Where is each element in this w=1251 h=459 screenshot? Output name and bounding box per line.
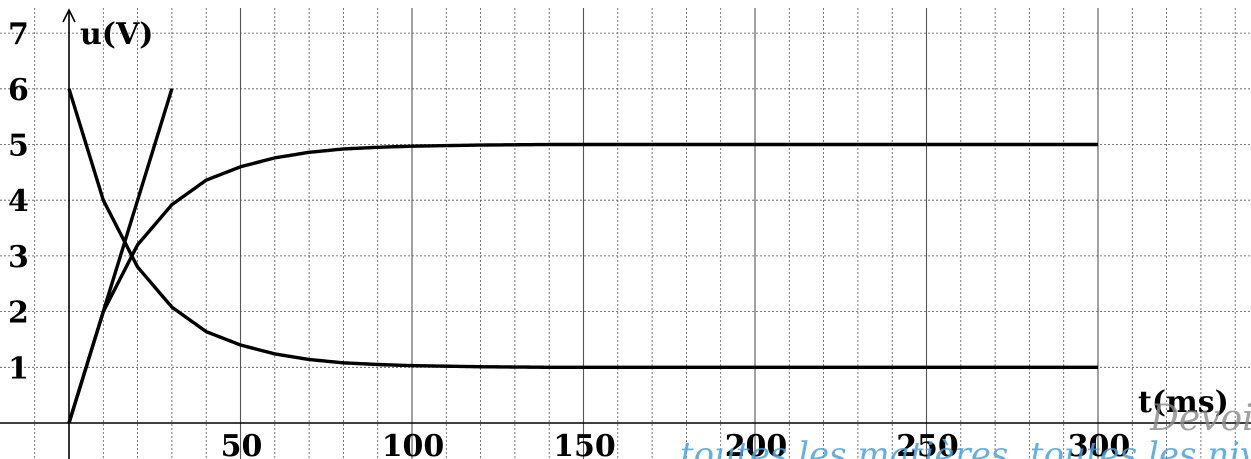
minor-grid <box>0 8 1251 459</box>
x-axis-label: t(ms) <box>1138 385 1229 420</box>
watermark-line1: Devoi <box>1149 398 1251 439</box>
y-axis-arrow <box>62 8 76 23</box>
x-tick-label: 250 <box>896 429 959 459</box>
y-tick-label: 4 <box>8 184 29 219</box>
series-group <box>67 88 1098 424</box>
y-tick-label: 1 <box>8 351 29 386</box>
series-line-2 <box>67 88 1098 369</box>
major-grid <box>239 8 1099 459</box>
y-tick-label: 7 <box>8 17 29 52</box>
x-tick-label: 150 <box>553 429 616 459</box>
tick-labels: 1 2 3 4 5 6 7 50 100 150 200 250 300 <box>8 17 1130 459</box>
y-axis-label: u(V) <box>80 17 153 52</box>
watermark-line2: toutes les matières, toutes les nive <box>680 435 1251 459</box>
x-tick-label: 50 <box>221 429 263 459</box>
y-tick-label: 6 <box>8 73 29 108</box>
y-tick-label: 2 <box>8 296 29 331</box>
x-tick-label: 300 <box>1068 429 1131 459</box>
y-tick-label: 5 <box>8 129 29 164</box>
axes <box>0 8 1251 459</box>
y-tick-label: 3 <box>8 240 29 275</box>
x-tick-label: 100 <box>382 429 445 459</box>
x-tick-label: 200 <box>725 429 788 459</box>
series-line-1 <box>67 142 1098 424</box>
series-line-3 <box>67 88 174 424</box>
